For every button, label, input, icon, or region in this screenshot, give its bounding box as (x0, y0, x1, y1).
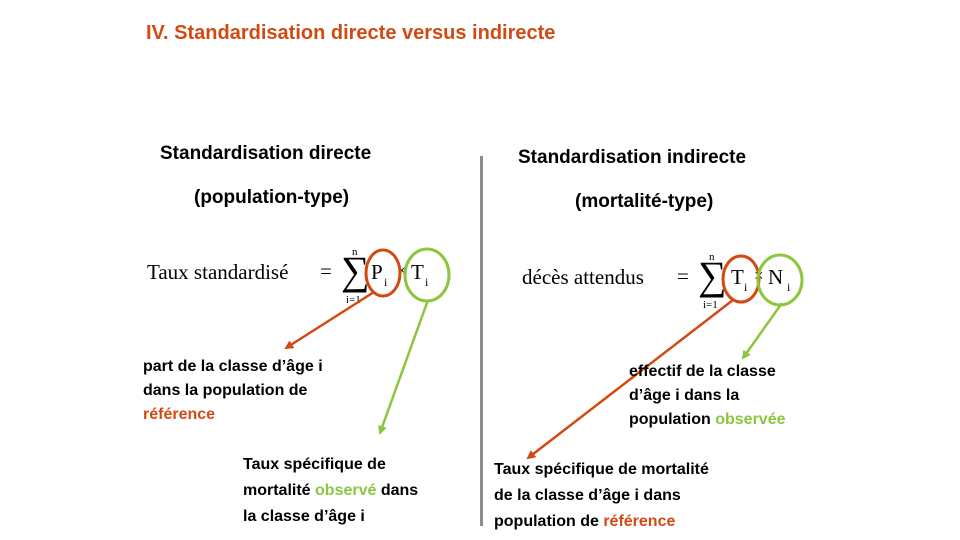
note-text: population (629, 411, 711, 428)
left-heading: Standardisation directe (160, 143, 372, 164)
left-red-circle (364, 248, 402, 298)
right-note-count: effectif de la classe d’âge i dans la po… (629, 360, 785, 432)
right-subheading: (mortalité-type) (575, 191, 714, 212)
left-var-t-sub: i (425, 275, 429, 289)
left-formula-label: Taux standardisé (147, 260, 289, 284)
slide-title: IV. Standardisation directe versus indir… (146, 22, 556, 44)
left-var-t: T (411, 260, 424, 284)
note-line-3: population de référence (494, 509, 709, 535)
right-var-t: T (731, 265, 744, 289)
note-line: effectif de la classe (629, 363, 776, 380)
note-line-3: population observée (629, 408, 785, 432)
note-highlight-observed: observé (315, 482, 377, 499)
note-line: d’âge i dans la (629, 387, 740, 404)
right-var-n-sub: i (787, 280, 791, 294)
note-text: dans (380, 482, 419, 499)
left-var-p-sub: i (384, 275, 388, 289)
note-highlight-observed: observée (715, 411, 786, 428)
note-line: part de la classe d’âge i (143, 358, 323, 375)
right-formula-equals: = (677, 264, 689, 288)
right-green-circle (756, 253, 804, 307)
right-heading: Standardisation indirecte (518, 147, 747, 168)
left-red-arrow (284, 290, 375, 350)
note-line-2: mortalité observé dans (243, 478, 418, 504)
left-note-rate: Taux spécifique de mortalité observé dan… (243, 452, 418, 530)
left-green-arrow (378, 299, 430, 435)
note-text: population de (494, 513, 599, 530)
right-var-n: N (768, 265, 784, 289)
note-highlight-reference: référence (143, 406, 216, 423)
right-red-circle (721, 254, 761, 304)
left-note-share: part de la classe d’âge i dans la popula… (143, 355, 323, 427)
right-green-arrow (741, 302, 784, 360)
note-line: Taux spécifique de mortalité (494, 461, 709, 478)
left-var-p: P (371, 260, 383, 284)
right-sum-upper: n (709, 251, 715, 263)
note-text: mortalité (243, 482, 311, 499)
left-green-circle (403, 247, 451, 303)
left-subheading: (population-type) (194, 187, 350, 208)
right-var-t-sub: i (744, 280, 748, 294)
column-divider (480, 156, 483, 526)
right-note-rate: Taux spécifique de mortalité de la class… (494, 457, 709, 535)
left-formula-equals: = (320, 259, 332, 283)
right-formula-label: décès attendus (522, 265, 644, 289)
note-line: Taux spécifique de (243, 456, 386, 473)
note-line: dans la population de (143, 382, 308, 399)
note-line: de la classe d’âge i dans (494, 487, 681, 504)
left-sum-upper: n (352, 246, 358, 258)
right-red-arrow (526, 299, 734, 460)
note-highlight-reference: référence (603, 513, 676, 530)
note-line: la classe d’âge i (243, 508, 365, 525)
right-sum-lower: i=1 (703, 299, 718, 311)
left-times: × (397, 261, 407, 280)
